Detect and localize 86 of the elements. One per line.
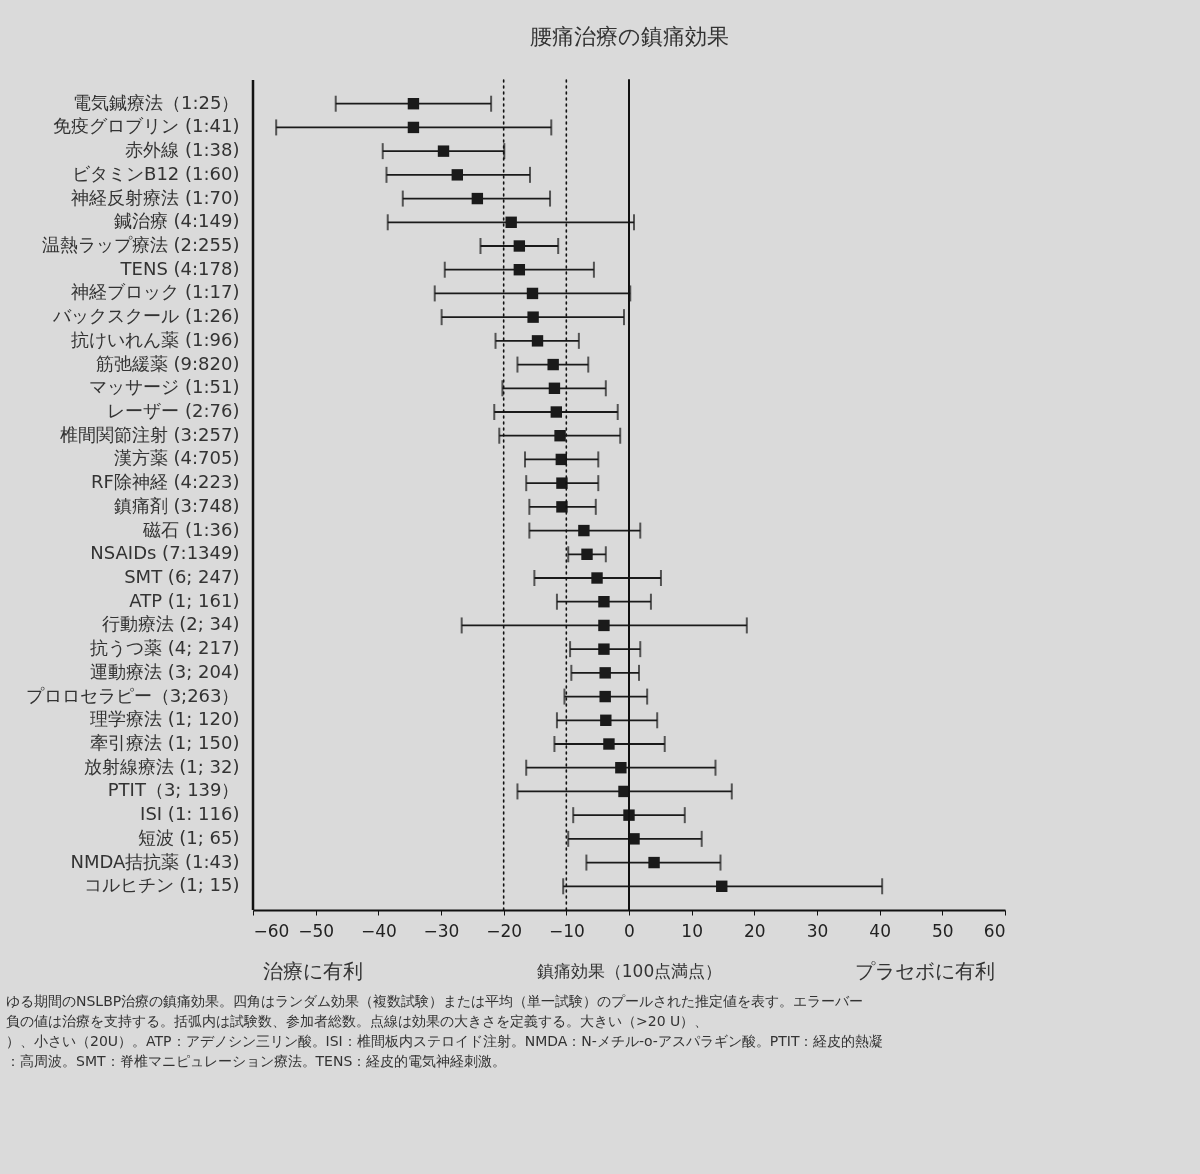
point bbox=[437, 145, 450, 157]
x-tick-label: −60 bbox=[253, 920, 290, 941]
point bbox=[598, 596, 610, 608]
chart-title: 腰痛治療の鎮痛効果 bbox=[529, 23, 729, 49]
x-tick-label: −30 bbox=[423, 920, 460, 941]
x-tick-label: 40 bbox=[869, 920, 891, 941]
point bbox=[603, 738, 615, 750]
point bbox=[407, 121, 420, 134]
y-tick-label: 放射線療法 (1; 32) bbox=[83, 755, 240, 777]
point bbox=[599, 667, 611, 679]
y-tick-label: 神経ブロック (1:17) bbox=[71, 281, 240, 303]
point bbox=[471, 192, 484, 205]
y-tick-label: PTIT（3; 139） bbox=[107, 779, 240, 801]
y-tick-label: マッサージ (1:51) bbox=[89, 376, 240, 398]
y-tick-label: 鎮痛剤 (3:748) bbox=[113, 494, 240, 516]
y-tick-label: バックスクール (1:26) bbox=[52, 305, 240, 327]
y-tick-label: SMT (6; 247) bbox=[124, 566, 240, 587]
point bbox=[527, 311, 539, 323]
y-tick-label: 電気鍼療法（1:25） bbox=[73, 91, 240, 113]
y-tick-label: 短波 (1; 65) bbox=[137, 826, 240, 848]
point bbox=[598, 619, 610, 632]
point bbox=[505, 216, 517, 228]
point bbox=[578, 524, 590, 537]
y-tick-label: 神経反射療法 (1:70) bbox=[71, 186, 240, 208]
y-tick-label: RF除神経 (4:223) bbox=[91, 471, 240, 493]
point bbox=[591, 572, 603, 584]
y-tick-label: NSAIDs (7:1349) bbox=[90, 542, 240, 564]
x-tick-label: 30 bbox=[806, 920, 829, 941]
text: ：高周波。SMT：脊椎マニピュレーション療法。TENS：経皮的電気神経刺激。 bbox=[6, 1052, 508, 1071]
point bbox=[547, 358, 559, 371]
text: ）、小さい（20U）。ATP：アデノシン三リン酸。ISI：椎間板内ステロイド注射。NMDA：N-メチル-o-アスパラギン酸。PTIT：経皮的熱凝 bbox=[6, 1032, 885, 1051]
y-tick-label: 運動療法 (3; 204) bbox=[90, 660, 240, 682]
y-tick-label: 抗けいれん薬 (1:96) bbox=[71, 328, 240, 350]
point bbox=[548, 382, 561, 394]
y-tick-label: 鍼治療 (4:149) bbox=[113, 210, 240, 232]
point bbox=[623, 809, 635, 821]
y-tick-label: TENS (4:178) bbox=[119, 257, 240, 279]
y-tick-label: NMDA拮抗薬 (1:43) bbox=[70, 850, 240, 872]
text: プラセボに有利 bbox=[855, 959, 995, 983]
point bbox=[451, 169, 463, 181]
y-tick-label: ビタミンB12 (1:60) bbox=[72, 162, 240, 184]
y-tick-label: 免疫グロブリン (1:41) bbox=[53, 115, 240, 137]
x-tick-label: −40 bbox=[360, 920, 397, 941]
text: ゆる期間のNSLBP治療の鎮痛効果。四角はランダム効果（複数試験）または平均（単一試験）のプールされた推定値を表す。エラーバー bbox=[6, 992, 865, 1011]
point bbox=[556, 501, 568, 513]
y-tick-label: コルヒチン (1; 15) bbox=[83, 874, 240, 896]
point bbox=[615, 762, 627, 774]
x-tick-label: 0 bbox=[624, 920, 635, 941]
point bbox=[716, 880, 728, 892]
point bbox=[648, 856, 660, 869]
y-tick-label: 椎間関節注射 (3:257) bbox=[59, 423, 240, 445]
point bbox=[598, 643, 610, 655]
text: 治療に有利 bbox=[263, 959, 363, 983]
y-tick-label: 牽引療法 (1; 150) bbox=[90, 732, 240, 753]
point bbox=[600, 714, 612, 726]
x-tick-label: −20 bbox=[486, 920, 523, 941]
y-tick-label: 行動療法 (2; 34) bbox=[101, 613, 240, 635]
x-axis-title: 鎮痛効果（100点満点） bbox=[536, 960, 723, 981]
x-tick-label: 20 bbox=[744, 920, 766, 941]
point bbox=[407, 98, 420, 110]
x-tick-label: −50 bbox=[298, 920, 335, 941]
point bbox=[531, 335, 544, 347]
point bbox=[599, 690, 611, 703]
y-tick-label: 漢方薬 (4:705) bbox=[113, 447, 240, 469]
point bbox=[513, 264, 526, 276]
y-tick-label: ISI (1: 116) bbox=[140, 803, 240, 825]
x-tick-label: 10 bbox=[681, 920, 703, 941]
y-tick-label: 赤外線 (1:38) bbox=[125, 139, 240, 161]
point bbox=[526, 287, 539, 300]
y-tick-label: 理学療法 (1; 120) bbox=[90, 708, 240, 730]
y-tick-label: 磁石 (1:36) bbox=[142, 518, 240, 540]
text: 負の値は治療を支持する。括弧内は試験数、参加者総数。点線は効果の大きさを定義する。大きい（>20 U）、 bbox=[6, 1012, 710, 1031]
x-tick-label: −10 bbox=[548, 920, 585, 941]
point bbox=[550, 406, 563, 418]
y-tick-label: プロロセラピー（3;263） bbox=[25, 684, 240, 706]
point bbox=[513, 240, 526, 252]
point bbox=[554, 430, 566, 442]
y-tick-label: 温熱ラップ療法 (2:255) bbox=[41, 234, 240, 255]
x-tick-label: 50 bbox=[932, 920, 954, 941]
y-tick-label: 抗うつ薬 (4; 217) bbox=[90, 637, 240, 659]
point bbox=[581, 548, 593, 560]
y-tick-label: 筋弛緩薬 (9:820) bbox=[95, 352, 240, 374]
point bbox=[556, 477, 568, 489]
y-tick-label: ATP (1; 161) bbox=[129, 589, 240, 611]
x-tick-label: 60 bbox=[983, 920, 1006, 941]
y-tick-label: レーザー (2:76) bbox=[107, 400, 240, 421]
